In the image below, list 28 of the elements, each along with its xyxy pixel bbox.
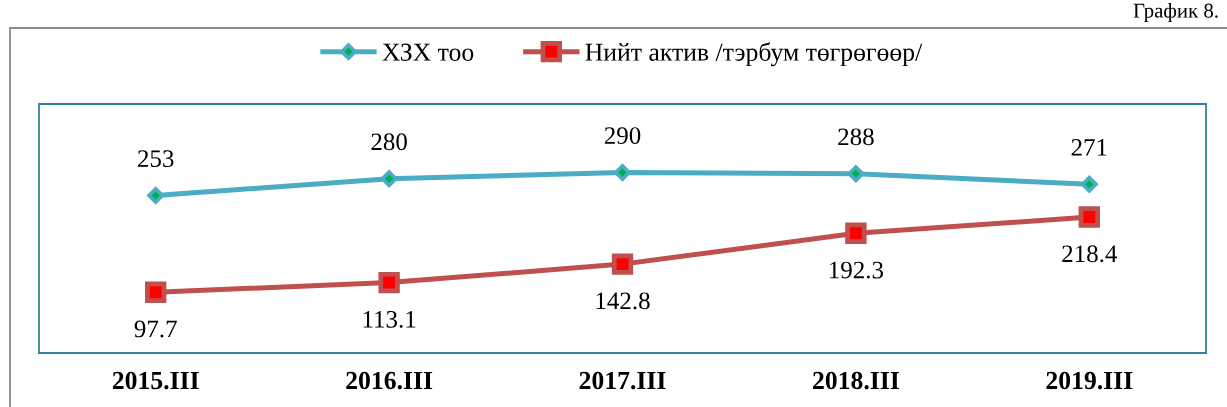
data-label: 142.8 <box>596 292 650 310</box>
point <box>614 163 631 181</box>
point <box>147 187 165 204</box>
x-tick-label: 2018.III <box>813 371 899 390</box>
data-label: 280 <box>371 133 407 151</box>
data-label: 271 <box>1071 139 1107 156</box>
data-label: 253 <box>138 150 174 168</box>
point <box>611 253 634 275</box>
data-label: 97.7 <box>134 320 177 338</box>
legend-label: Нийт актив /тэрбум төгрөгөөр/ <box>585 42 923 67</box>
point <box>378 271 400 294</box>
data-label: 288 <box>838 128 874 146</box>
legend-label: ХЗХ тоо <box>382 43 474 61</box>
x-tick-label: 2016.III <box>346 371 433 390</box>
point <box>845 222 867 244</box>
x-tick-label: 2019.III <box>1046 371 1133 390</box>
point <box>847 165 865 183</box>
text: График 8. <box>1133 3 1218 22</box>
point <box>1078 206 1100 228</box>
data-label: 218.4 <box>1062 245 1118 263</box>
data-label: 113.1 <box>363 310 416 328</box>
x-tick-label: 2015.III <box>112 371 199 390</box>
data-label: 290 <box>604 127 641 145</box>
data-label: 192.3 <box>829 261 884 279</box>
x-tick-label: 2017.III <box>579 371 666 390</box>
point <box>1080 175 1098 193</box>
point <box>145 281 167 303</box>
point <box>380 170 398 188</box>
